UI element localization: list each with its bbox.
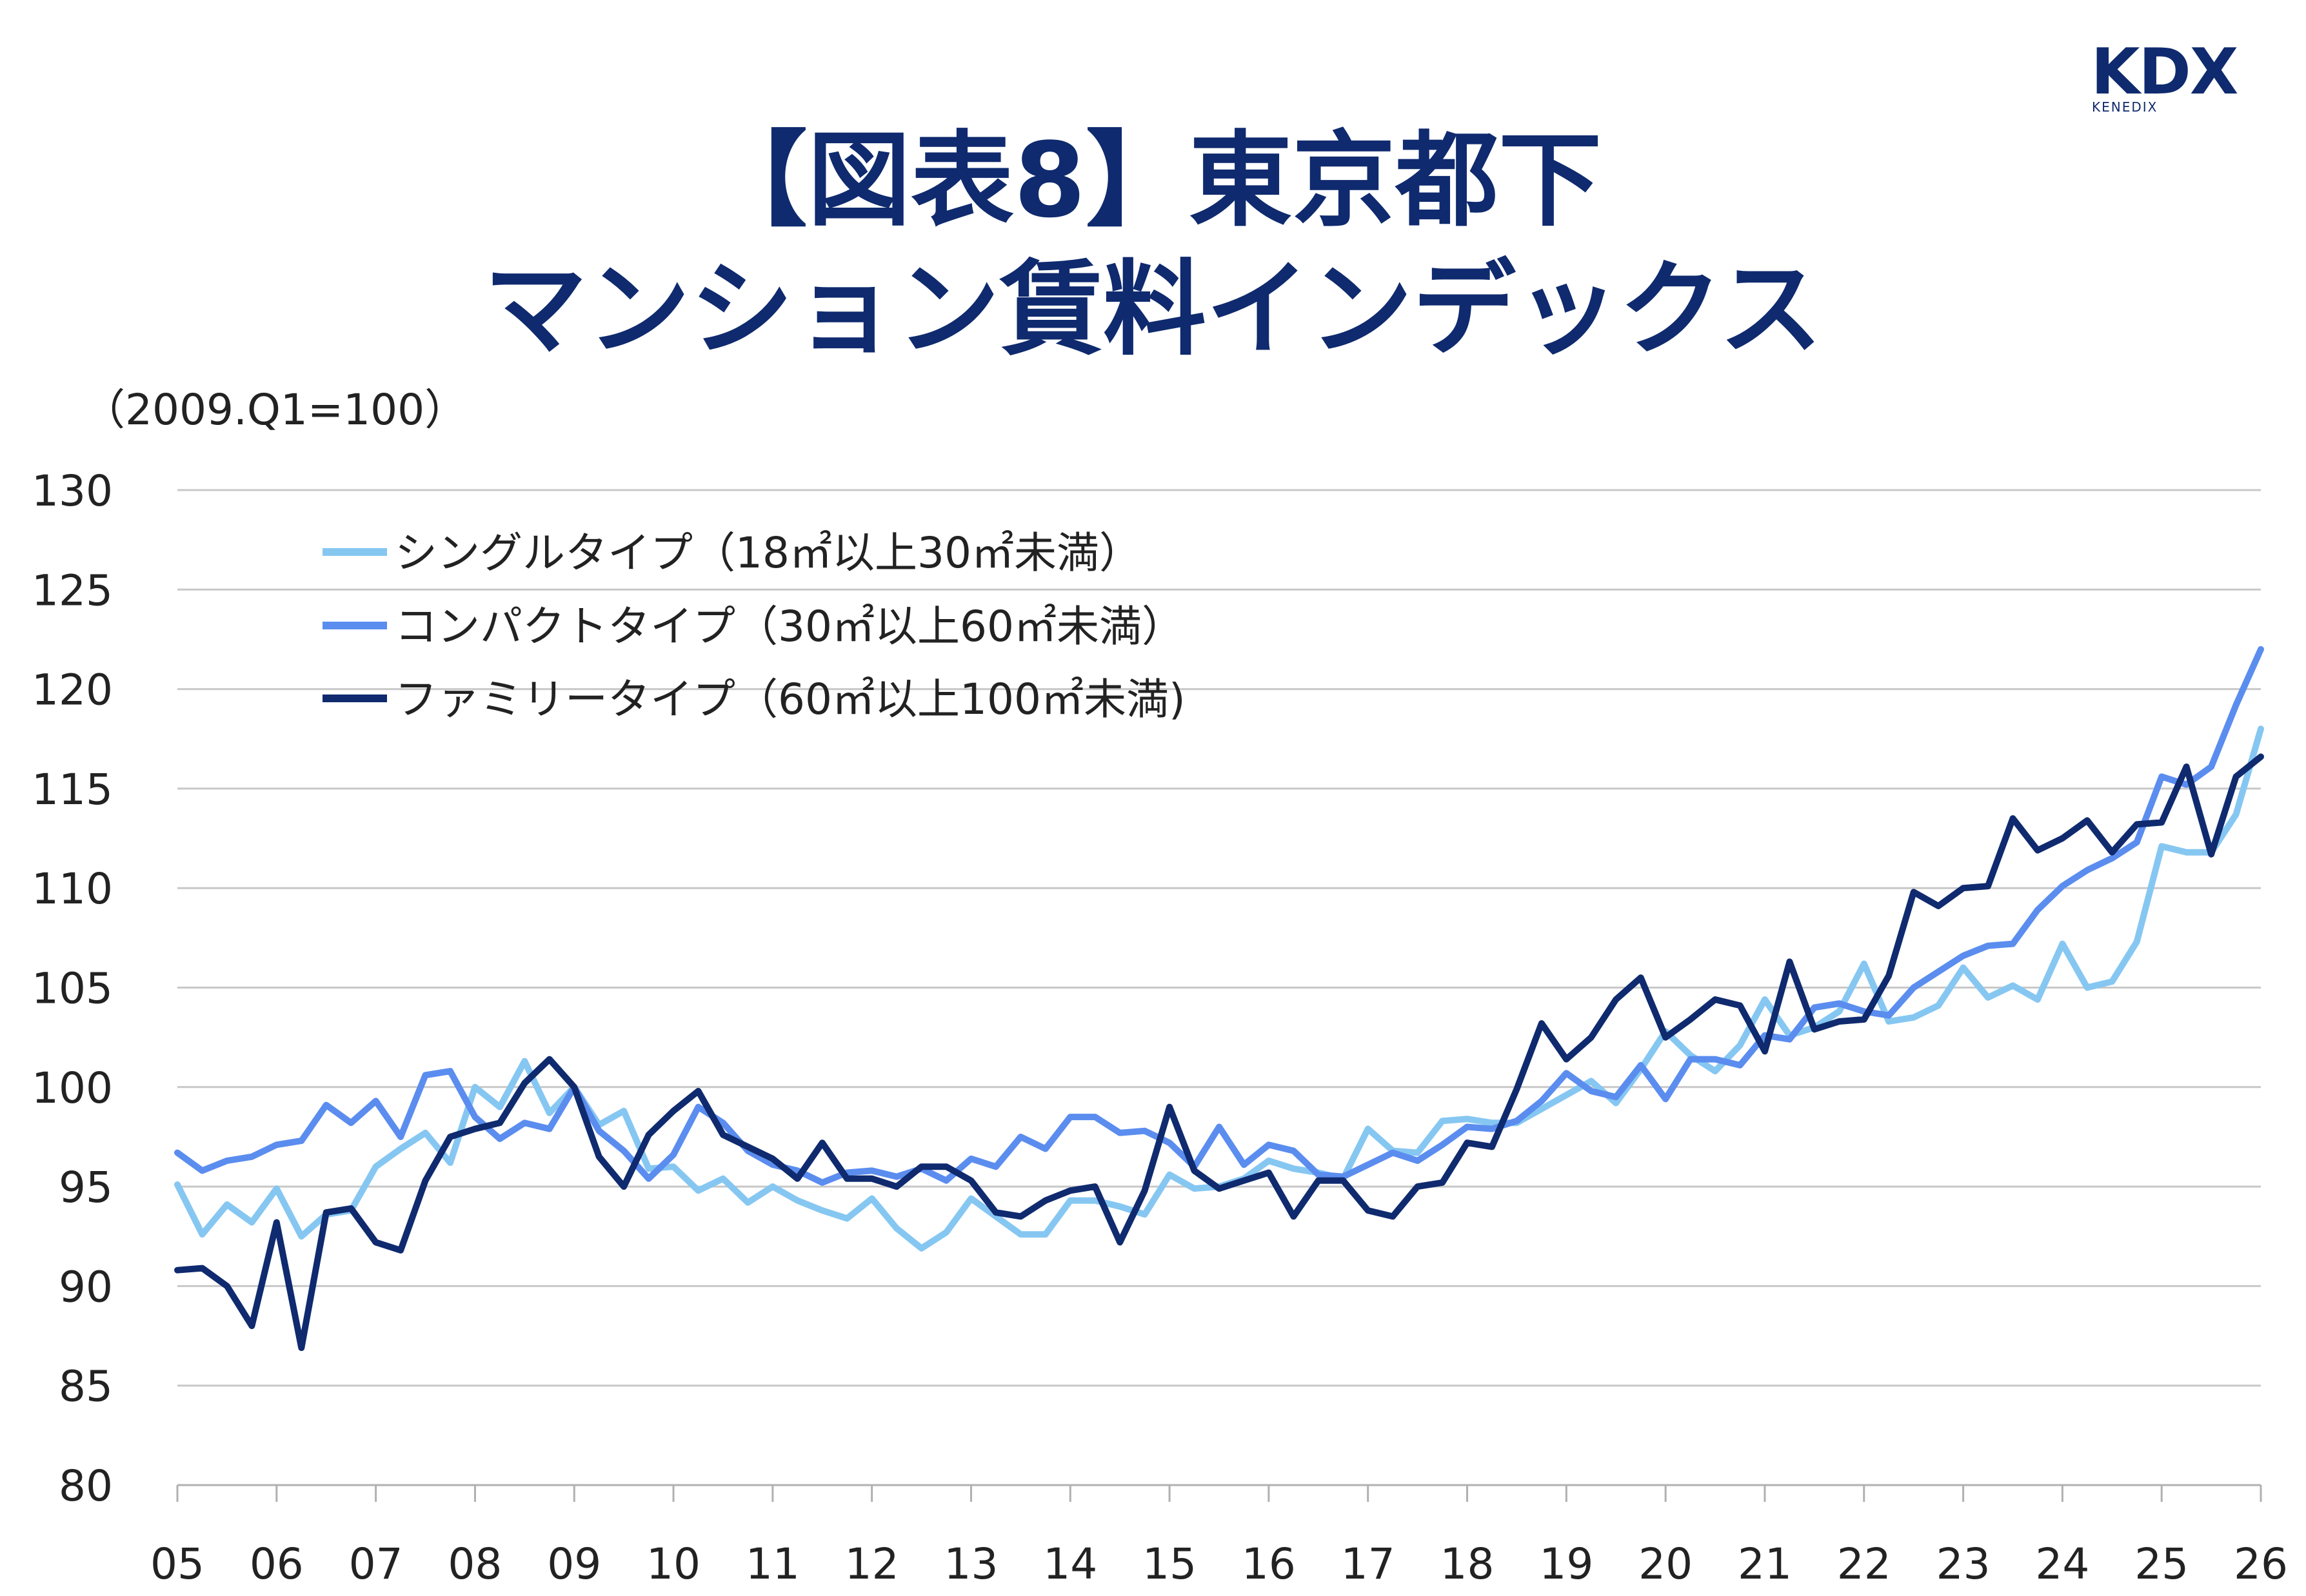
y-tick-label: 105 <box>32 964 113 1014</box>
x-tick-label: 25 <box>2134 1539 2189 1589</box>
x-tick-label: 17 <box>1341 1539 1395 1589</box>
y-tick-label: 95 <box>59 1163 113 1212</box>
legend-label: コンパクトタイプ（30㎡以上60㎡未満） <box>395 602 1184 651</box>
kenedix-logo: KDX KENEDIX <box>2087 40 2241 117</box>
series-line-3 <box>174 753 2264 1352</box>
gridlines <box>177 489 2261 1486</box>
series-lines <box>174 645 2264 1352</box>
x-tick-label: 22 <box>1837 1539 1891 1589</box>
x-axis: 05 06 07 08 09 10 11 12 13 14 15 16 17 18 19 20 21 22 23 24… <box>150 1484 2288 1589</box>
chart-title-line1: 【図表8】東京都下 <box>704 120 1602 241</box>
x-tick-label: 05 <box>150 1539 204 1589</box>
x-tick-label: 10 <box>646 1539 701 1589</box>
y-axis-tick-labels: 80 85 90 95 100 105 110 115 120 125 130 <box>32 466 113 1511</box>
y-tick-label: 90 <box>59 1262 113 1312</box>
x-tick-label: 19 <box>1539 1539 1593 1589</box>
x-tick-label: 20 <box>1638 1539 1693 1589</box>
x-tick-label: 15 <box>1142 1539 1197 1589</box>
y-tick-label: 100 <box>32 1063 113 1113</box>
x-tick-label: 16 <box>1242 1539 1296 1589</box>
x-tick-label: 21 <box>1738 1539 1792 1589</box>
x-tick-label: 11 <box>746 1539 800 1589</box>
x-tick-label: 24 <box>2035 1539 2089 1589</box>
y-tick-label: 110 <box>32 864 113 914</box>
x-tick-label: 07 <box>349 1539 403 1589</box>
x-tick-label: 08 <box>448 1539 502 1589</box>
legend: シングルタイプ（18㎡以上30㎡未満） コンパクトタイプ（30㎡以上60㎡未満） フ… <box>323 528 1186 724</box>
chart-title: 【図表8】東京都下 マンション賃料インデックス <box>0 116 2306 374</box>
x-tick-label: 12 <box>845 1539 899 1589</box>
logo-mark: KDX <box>2091 35 2239 109</box>
chart-title-line2: マンション賃料インデックス <box>483 249 1823 369</box>
legend-label: シングルタイプ（18㎡以上30㎡未満） <box>395 528 1142 578</box>
y-tick-label: 80 <box>59 1461 113 1511</box>
x-tick-label: 13 <box>944 1539 998 1589</box>
logo-name: KENEDIX <box>2092 99 2158 115</box>
x-tick-label: 23 <box>1936 1539 1991 1589</box>
series-line-1 <box>174 725 2264 1252</box>
index-base-note: （2009.Q1=100） <box>83 385 468 435</box>
y-tick-label: 130 <box>32 466 113 516</box>
series-line-2 <box>174 645 2264 1186</box>
x-tick-label: 26 <box>2234 1539 2288 1589</box>
y-tick-label: 115 <box>32 765 113 814</box>
legend-label: ファミリータイプ（60㎡以上100㎡未満) <box>395 675 1186 724</box>
y-tick-label: 120 <box>32 665 113 715</box>
x-tick-label: 14 <box>1043 1539 1097 1589</box>
x-tick-label: 06 <box>250 1539 304 1589</box>
y-tick-label: 125 <box>32 566 113 615</box>
y-tick-label: 85 <box>59 1362 113 1412</box>
x-tick-label: 18 <box>1440 1539 1495 1589</box>
x-tick-label: 09 <box>547 1539 601 1589</box>
